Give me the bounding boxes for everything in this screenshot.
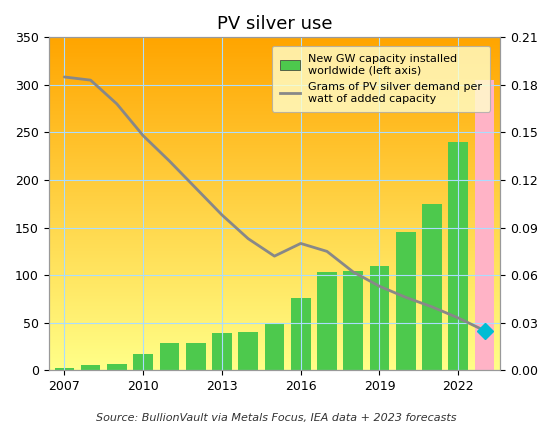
Bar [264, 323, 284, 370]
Text: Source: BullionVault via Metals Focus, IEA data + 2023 forecasts: Source: BullionVault via Metals Focus, I… [96, 413, 457, 423]
Bar [474, 80, 494, 370]
Bar [160, 343, 179, 370]
Bar [396, 232, 416, 370]
Bar [133, 354, 153, 370]
Bar [107, 364, 127, 370]
Legend: New GW capacity installed
worldwide (left axis), Grams of PV silver demand per
w: New GW capacity installed worldwide (lef… [272, 46, 490, 112]
Bar [81, 365, 101, 370]
Bar [343, 271, 363, 370]
Title: PV silver use: PV silver use [217, 15, 332, 33]
Bar [291, 298, 311, 370]
Bar [238, 332, 258, 370]
Bar [422, 204, 442, 370]
Bar [369, 266, 389, 370]
Bar [186, 343, 206, 370]
Bar [317, 272, 337, 370]
Bar [55, 368, 74, 370]
Bar [448, 142, 468, 370]
Bar [212, 333, 232, 370]
